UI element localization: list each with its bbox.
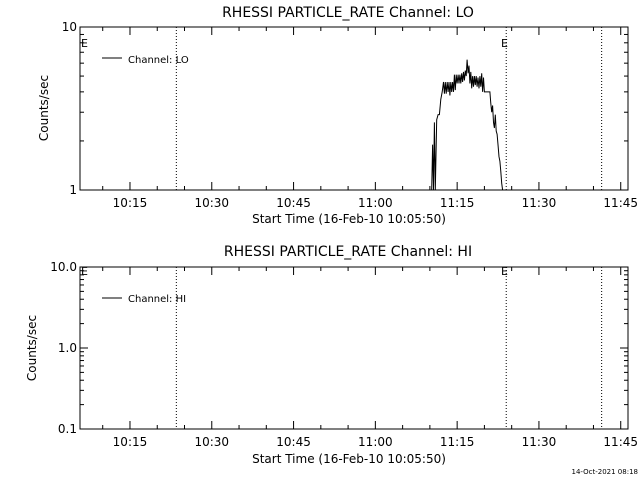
x-tick-label: 11:30 — [522, 196, 557, 210]
y-axis-label: Counts/sec — [37, 75, 51, 141]
y-axis-label: Counts/sec — [25, 315, 39, 381]
chart-title: RHESSI PARTICLE_RATE Channel: LO — [222, 5, 474, 21]
series-line — [431, 59, 504, 191]
x-tick-label: 11:45 — [603, 435, 638, 449]
x-tick-label: 11:45 — [603, 196, 638, 210]
timestamp-label: 14-Oct-2021 08:18 — [572, 468, 638, 476]
legend-label: Channel: LO — [128, 55, 189, 66]
x-tick-label: 10:45 — [276, 435, 311, 449]
plot-frame — [79, 26, 629, 191]
corner-marker-label: E — [81, 37, 88, 50]
vline-marker-label: E — [501, 37, 508, 50]
corner-marker-label: E — [81, 265, 88, 278]
x-tick-label: 10:15 — [113, 435, 148, 449]
x-tick-label: 10:30 — [194, 435, 229, 449]
y-tick-label: 1 — [69, 183, 77, 197]
x-tick-label: 11:00 — [358, 196, 393, 210]
panel-lo: RHESSI PARTICLE_RATE Channel: LO Start T… — [37, 5, 638, 226]
x-tick-label: 11:15 — [440, 435, 475, 449]
y-tick-label: 10.0 — [50, 260, 77, 274]
x-axis-label: Start Time (16-Feb-10 10:05:50) — [252, 212, 446, 226]
x-tick-label: 10:15 — [113, 196, 148, 210]
legend-label: Channel: HI — [128, 294, 186, 305]
plot-frame — [79, 266, 629, 430]
y-tick-label: 1.0 — [58, 341, 77, 355]
chart-title: RHESSI PARTICLE_RATE Channel: HI — [224, 244, 472, 260]
x-tick-label: 10:45 — [276, 196, 311, 210]
x-tick-label: 10:30 — [194, 196, 229, 210]
y-tick-label: 10 — [62, 20, 77, 34]
y-tick-label: 0.1 — [58, 422, 77, 436]
vline-marker-label: E — [501, 265, 508, 278]
x-tick-label: 11:30 — [522, 435, 557, 449]
panel-hi: RHESSI PARTICLE_RATE Channel: HI Start T… — [25, 244, 638, 466]
x-axis-label: Start Time (16-Feb-10 10:05:50) — [252, 452, 446, 466]
x-tick-label: 11:00 — [358, 435, 393, 449]
x-tick-label: 11:15 — [440, 196, 475, 210]
